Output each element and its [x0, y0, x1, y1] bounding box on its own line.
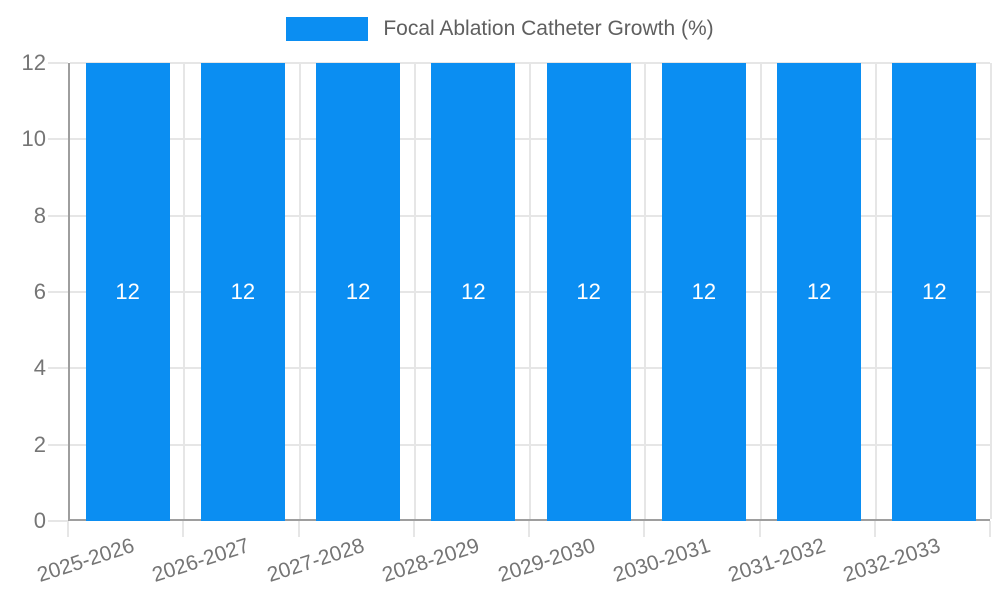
x-tick — [528, 521, 530, 537]
v-gridline — [529, 63, 531, 519]
x-tick — [873, 521, 876, 537]
bar-value-label: 12 — [691, 279, 717, 304]
bar-value-label: 12 — [922, 279, 947, 304]
bar[interactable] — [431, 63, 515, 521]
gridlines — [70, 62, 992, 519]
y-tick — [48, 520, 68, 522]
bar[interactable] — [547, 63, 631, 521]
y-tick-label: 4 — [33, 355, 46, 381]
y-tick-label: 8 — [33, 202, 46, 228]
v-gridline — [298, 63, 301, 519]
x-category-label: 2032-2033 — [840, 534, 944, 587]
x-tick — [989, 521, 991, 537]
bar[interactable] — [316, 63, 400, 521]
bar[interactable] — [86, 63, 170, 521]
v-gridline — [644, 63, 647, 519]
legend-label: Focal Ablation Catheter Growth (%) — [383, 17, 714, 40]
y-tick — [48, 443, 68, 446]
x-category-label: 2031-2032 — [725, 534, 829, 587]
legend-swatch-icon — [286, 17, 369, 41]
y-tick-label: 12 — [21, 50, 46, 75]
v-gridline — [183, 63, 186, 519]
y-tick — [48, 291, 68, 293]
y-tick-label: 2 — [33, 431, 46, 457]
x-tick — [758, 521, 761, 537]
legend[interactable]: Focal Ablation Catheter Growth (%) — [0, 17, 1000, 41]
x-tick — [67, 521, 69, 537]
bars-layer: 12 12 12 12 12 12 12 12 — [70, 63, 990, 521]
y-tick-label: 6 — [33, 279, 46, 304]
x-category-label: 2026-2027 — [149, 534, 252, 587]
y-tick — [48, 367, 68, 370]
bar-value-label: 12 — [806, 279, 832, 304]
x-tick — [182, 521, 185, 537]
plot-area: 12 12 12 12 12 12 12 12 — [68, 62, 992, 521]
x-category-label: 2030-2031 — [610, 534, 713, 587]
y-tick-label: 10 — [21, 126, 46, 152]
bar-value-label: 12 — [115, 279, 140, 304]
bar-value-label: 12 — [576, 279, 601, 304]
y-tick — [48, 138, 68, 141]
v-gridline — [413, 63, 416, 519]
bar-value-label: 12 — [461, 279, 486, 304]
v-gridline — [874, 63, 877, 519]
v-gridline — [990, 63, 992, 519]
y-tick — [48, 62, 68, 64]
x-tick — [643, 521, 646, 537]
bar-value-label: 12 — [230, 279, 256, 304]
x-category-label: 2027-2028 — [264, 534, 368, 587]
y-tick-label: 0 — [33, 508, 46, 533]
x-category-label: 2025-2026 — [34, 534, 137, 587]
bar[interactable] — [892, 63, 976, 521]
x-category-label: 2028-2029 — [379, 534, 483, 587]
bar[interactable] — [777, 63, 861, 521]
bar[interactable] — [201, 63, 285, 521]
bar[interactable] — [662, 63, 746, 521]
x-tick — [297, 521, 300, 537]
bar-value-label: 12 — [345, 279, 371, 304]
x-tick — [412, 521, 415, 537]
y-tick — [48, 214, 68, 217]
x-category-label: 2029-2030 — [495, 534, 598, 587]
v-gridline — [759, 63, 762, 519]
